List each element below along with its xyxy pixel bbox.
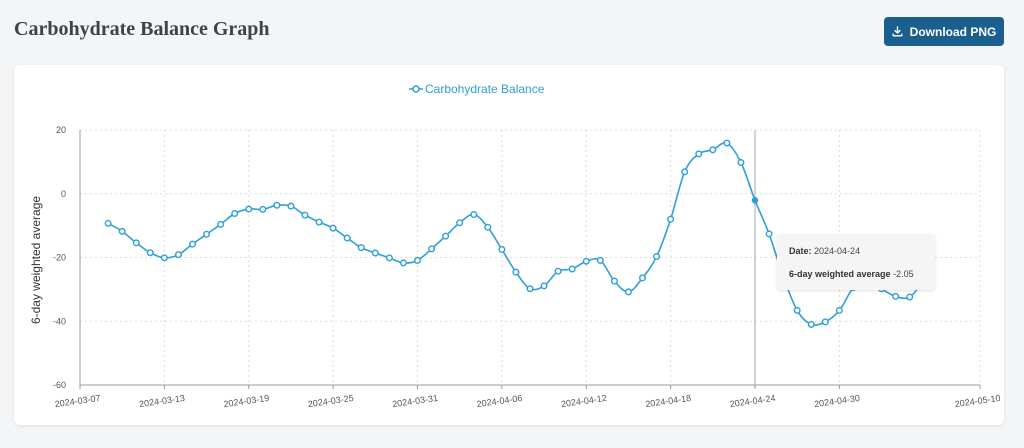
download-png-button[interactable]: Download PNG <box>884 17 1004 46</box>
data-point <box>610 277 618 285</box>
data-point <box>315 218 323 226</box>
x-tick-label: 2024-05-10 <box>954 393 1001 409</box>
carb-balance-chart[interactable]: 20 0 -20 -40 -60 2024-03-07 2024-03-13 2024-03-… <box>14 65 1004 425</box>
data-point <box>287 202 295 210</box>
y-tick-label: 0 <box>61 189 66 199</box>
legend-label: Carbohydrate Balance <box>425 82 545 96</box>
x-tick-label: 2024-03-31 <box>392 393 439 409</box>
data-point <box>174 251 182 259</box>
data-point <box>695 150 703 158</box>
data-point <box>526 285 534 293</box>
data-point <box>512 268 520 276</box>
tooltip-metric-label: 6-day weighted average <box>789 269 891 279</box>
data-point <box>160 254 168 262</box>
data-point <box>329 224 337 232</box>
data-point <box>188 240 196 248</box>
data-point <box>245 205 253 213</box>
data-point <box>118 227 126 235</box>
data-point <box>737 159 745 167</box>
data-point <box>681 168 689 176</box>
download-icon <box>892 26 903 37</box>
data-point <box>639 274 647 282</box>
data-point <box>203 230 211 238</box>
data-point <box>892 292 900 300</box>
chart-tooltip: Date: 2024-04-24 6-day weighted average … <box>777 234 935 290</box>
x-tick-label: 2024-04-06 <box>476 393 523 409</box>
data-point <box>807 320 815 328</box>
data-point <box>301 211 309 219</box>
data-point <box>259 205 267 213</box>
data-point <box>568 265 576 273</box>
data-point <box>385 254 393 262</box>
data-points <box>104 139 928 328</box>
data-point <box>343 234 351 242</box>
y-tick-label: -60 <box>53 380 66 390</box>
data-point <box>906 293 914 301</box>
y-tick-label: 20 <box>56 125 66 135</box>
x-tick-label: 2024-04-18 <box>645 393 692 409</box>
data-point <box>498 246 506 254</box>
data-point <box>540 282 548 290</box>
data-point <box>793 306 801 314</box>
x-tick-label: 2024-04-24 <box>729 393 776 409</box>
data-point <box>653 253 661 261</box>
tooltip-metric-value: -2.05 <box>893 269 914 279</box>
data-point <box>596 256 604 264</box>
x-tick-label: 2024-03-19 <box>223 393 270 409</box>
data-point <box>371 249 379 257</box>
data-point <box>484 223 492 231</box>
x-tick-label: 2024-03-25 <box>307 393 354 409</box>
x-tick-label: 2024-04-12 <box>560 393 607 409</box>
data-point <box>751 196 759 204</box>
data-point <box>470 210 478 218</box>
y-tick-label: -40 <box>53 316 66 326</box>
data-point <box>217 220 225 228</box>
chart-card: 20 0 -20 -40 -60 2024-03-07 2024-03-13 2024-03-… <box>14 65 1004 425</box>
data-point <box>231 210 239 218</box>
x-tick-label: 2024-04-30 <box>813 393 860 409</box>
data-point <box>414 256 422 264</box>
data-point <box>582 257 590 265</box>
legend[interactable]: Carbohydrate Balance <box>409 82 545 96</box>
data-point <box>709 146 717 154</box>
data-point <box>104 219 112 227</box>
y-axis-label: 6-day weighted average <box>29 196 43 324</box>
axes <box>79 130 981 389</box>
data-point <box>456 219 464 227</box>
data-point <box>554 267 562 275</box>
data-point <box>835 306 843 314</box>
download-label: Download PNG <box>909 24 997 39</box>
data-point <box>442 232 450 240</box>
data-point <box>723 139 731 147</box>
data-point <box>667 215 675 223</box>
data-point <box>821 318 829 326</box>
tooltip-date-value: 2024-04-24 <box>814 246 861 256</box>
tooltip-date-label: Date: <box>789 246 812 256</box>
data-point <box>624 288 632 296</box>
page-title: Carbohydrate Balance Graph <box>14 18 270 40</box>
x-tick-label: 2024-03-07 <box>54 393 101 409</box>
data-point <box>273 201 281 209</box>
data-point <box>428 245 436 253</box>
data-point <box>132 239 140 247</box>
legend-marker <box>412 85 420 93</box>
data-point <box>146 249 154 257</box>
x-tick-label: 2024-03-13 <box>138 393 185 409</box>
data-point <box>399 259 407 267</box>
data-point <box>765 230 773 238</box>
y-tick-label: -20 <box>53 253 66 263</box>
data-point <box>357 244 365 252</box>
